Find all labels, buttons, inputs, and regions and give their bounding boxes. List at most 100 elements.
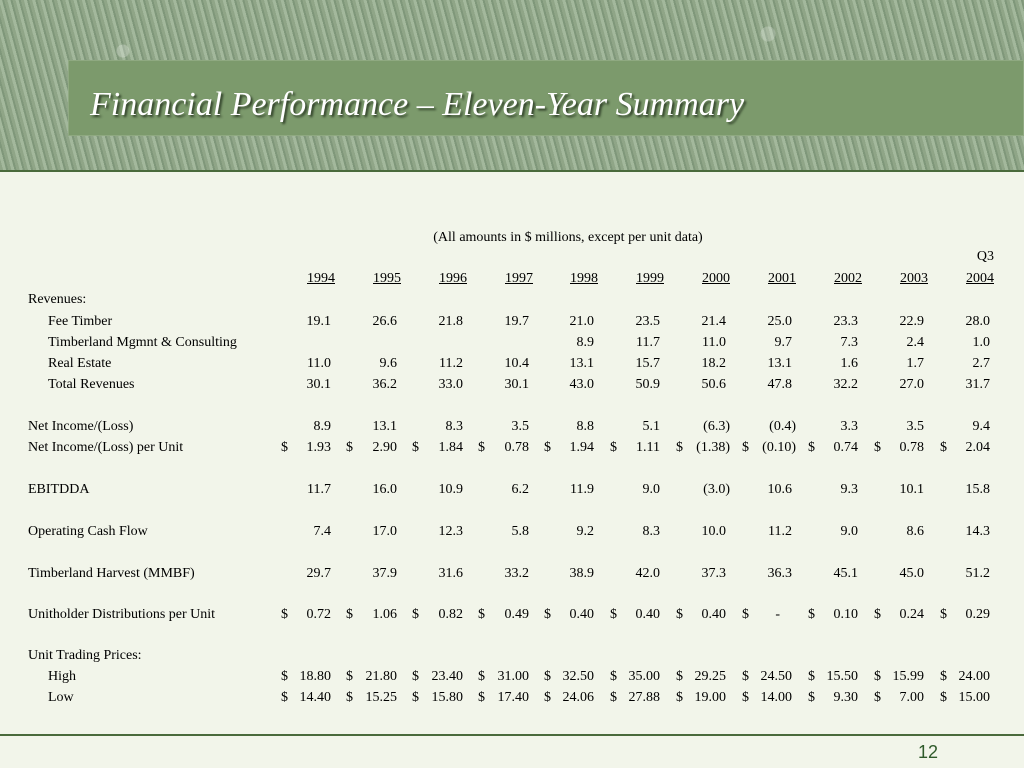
table-cell: 10.9 (438, 482, 464, 497)
table-cell: 0.78 (504, 440, 530, 455)
table-cell: 2.90 (372, 440, 398, 455)
table-cell: 28.0 (965, 314, 991, 329)
dollar-sign: $ (281, 607, 288, 622)
table-cell: 11.9 (570, 482, 594, 497)
table-cell: 26.6 (372, 314, 398, 329)
dollar-sign: $ (610, 607, 617, 622)
table-cell: (1.38) (696, 440, 730, 455)
dollar-sign: $ (610, 669, 617, 684)
table-cell: 14.00 (760, 690, 793, 705)
table-cell: 0.24 (899, 607, 925, 622)
row-label: High (48, 669, 76, 684)
table-cell: 15.99 (892, 669, 925, 684)
table-cell: 3.3 (840, 419, 859, 434)
dollar-sign: $ (346, 669, 353, 684)
row-label: Low (48, 690, 74, 705)
table-cell: 15.25 (365, 690, 398, 705)
table-cell: 31.6 (438, 566, 464, 581)
table-cell: 10.1 (899, 482, 925, 497)
table-cell: 1.7 (906, 356, 925, 371)
row-label: Unit Trading Prices: (28, 648, 142, 663)
table-cell: 45.0 (899, 566, 925, 581)
table-cell: 17.0 (372, 524, 398, 539)
slide-title: Financial Performance – Eleven-Year Summ… (90, 86, 745, 123)
dollar-sign: $ (346, 690, 353, 705)
dollar-sign: $ (808, 690, 815, 705)
table-cell: 1.93 (306, 440, 332, 455)
table-cell: 24.50 (760, 669, 793, 684)
dollar-sign: $ (874, 669, 881, 684)
row-label: Net Income/(Loss) (28, 419, 134, 434)
table-cell: 23.40 (431, 669, 464, 684)
table-cell: 21.80 (365, 669, 398, 684)
table-cell: (6.3) (703, 419, 730, 434)
table-cell: 1.0 (972, 335, 991, 350)
dollar-sign: $ (544, 669, 551, 684)
table-cell: 31.7 (965, 377, 991, 392)
table-cell: 10.4 (504, 356, 530, 371)
table-cell: 14.40 (299, 690, 332, 705)
table-cell: 19.00 (694, 690, 727, 705)
dollar-sign: $ (874, 607, 881, 622)
table-cell: 11.2 (439, 356, 463, 371)
table-cell: 42.0 (635, 566, 661, 581)
table-cell: 29.25 (694, 669, 727, 684)
table-cell: 30.1 (504, 377, 530, 392)
table-cell: 9.2 (576, 524, 595, 539)
table-cell: 8.3 (445, 419, 464, 434)
table-cell: 19.7 (504, 314, 530, 329)
dollar-sign: $ (544, 607, 551, 622)
table-cell: 2.7 (972, 356, 991, 371)
table-cell: 17.40 (497, 690, 530, 705)
page-number: 12 (917, 742, 938, 762)
year-header: 2001 (768, 271, 796, 286)
table-cell: 0.10 (833, 607, 859, 622)
table-cell: 19.1 (306, 314, 332, 329)
table-cell: 50.9 (635, 377, 661, 392)
table-cell: 1.11 (636, 440, 660, 455)
table-cell: 32.50 (562, 669, 595, 684)
table-cell: (0.10) (762, 440, 796, 455)
table-cell: 33.0 (438, 377, 464, 392)
dollar-sign: $ (874, 440, 881, 455)
table-cell: 8.9 (313, 419, 332, 434)
table-cell: 5.1 (642, 419, 661, 434)
table-cell: 7.00 (899, 690, 925, 705)
dollar-sign: $ (610, 690, 617, 705)
table-cell: 9.7 (774, 335, 793, 350)
dollar-sign: $ (940, 440, 947, 455)
table-cell: 1.6 (840, 356, 859, 371)
table-cell: 0.40 (569, 607, 595, 622)
year-header: 2003 (900, 271, 928, 286)
dollar-sign: $ (676, 669, 683, 684)
table-cell: (0.4) (769, 419, 796, 434)
table-cell: 10.0 (701, 524, 727, 539)
table-cell: 15.80 (431, 690, 464, 705)
table-cell: 23.3 (833, 314, 859, 329)
row-label: Operating Cash Flow (28, 524, 148, 539)
table-cell: 27.0 (899, 377, 925, 392)
table-cell: 9.0 (840, 524, 859, 539)
table-cell: 24.06 (562, 690, 595, 705)
table-cell: 13.1 (569, 356, 595, 371)
table-cell: 0.49 (504, 607, 530, 622)
table-cell: 15.8 (965, 482, 991, 497)
dollar-sign: $ (742, 669, 749, 684)
year-header: 1998 (570, 271, 598, 286)
table-cell: 35.00 (628, 669, 661, 684)
dollar-sign: $ (874, 690, 881, 705)
year-header: 1996 (439, 271, 467, 286)
row-label: Timberland Mgmnt & Consulting (48, 335, 237, 350)
table-cell: 30.1 (306, 377, 332, 392)
dollar-sign: $ (610, 440, 617, 455)
table-cell: 0.40 (635, 607, 661, 622)
table-cell: 18.2 (701, 356, 727, 371)
table-cell: 13.1 (767, 356, 793, 371)
dollar-sign: $ (544, 690, 551, 705)
table-cell: 47.8 (767, 377, 793, 392)
table-cell: 21.4 (701, 314, 727, 329)
table-cell: 11.7 (307, 482, 331, 497)
year-header: 2004 (966, 271, 994, 286)
table-cell: 50.6 (701, 377, 727, 392)
